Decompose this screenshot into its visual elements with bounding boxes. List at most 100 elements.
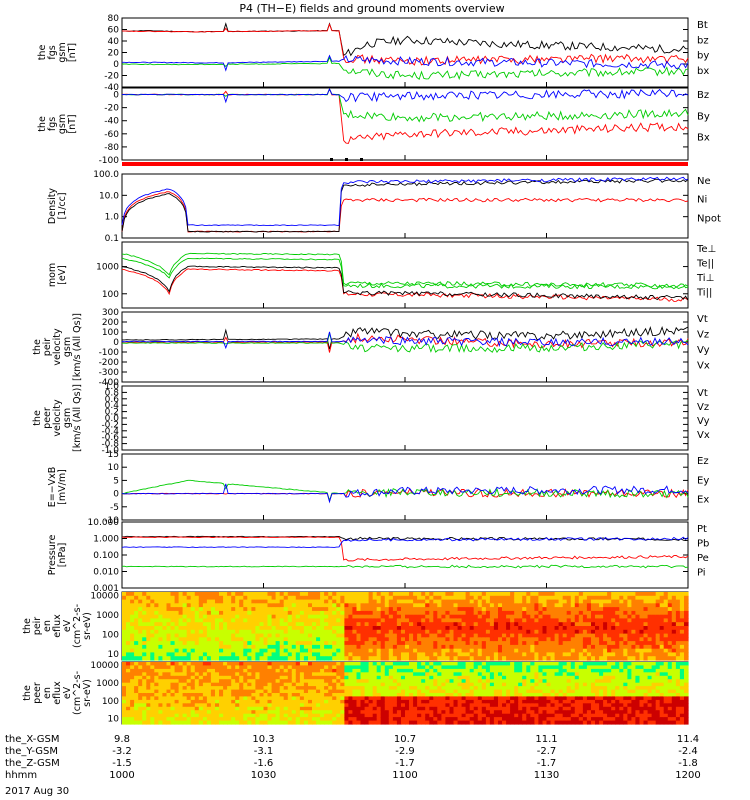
spectro-cell	[126, 662, 131, 666]
spectro-cell	[174, 656, 180, 661]
spectro-cell	[485, 717, 491, 722]
spectro-cell	[303, 648, 309, 654]
spectro-cell	[433, 675, 438, 680]
spectro-cell	[574, 693, 580, 697]
spectro-cell	[344, 644, 349, 650]
spectro-cell	[154, 706, 159, 711]
spectro-cell	[566, 720, 572, 725]
spectro-cell	[631, 614, 636, 620]
spectro-cell	[198, 686, 204, 691]
spectro-cell	[239, 644, 244, 650]
spectro-cell	[235, 637, 240, 642]
spectro-cell	[162, 618, 167, 623]
spectro-cell	[542, 682, 548, 687]
spectro-cell	[324, 622, 329, 627]
spectro-cell	[401, 699, 406, 704]
spectro-cell	[425, 713, 430, 718]
spectro-cell	[506, 696, 511, 701]
spectro-cell	[502, 682, 507, 687]
spectro-cell	[364, 686, 370, 691]
spectro-cell	[429, 637, 434, 642]
spectro-cell	[231, 656, 236, 661]
spectro-cell	[635, 603, 640, 608]
spectro-cell	[287, 622, 293, 627]
spectro-cell	[215, 641, 220, 646]
spectro-cell	[457, 618, 463, 623]
spectro-cell	[126, 668, 131, 673]
spectro-cell	[461, 652, 467, 657]
spectro-cell	[182, 637, 188, 642]
spectro-cell	[376, 696, 382, 701]
spectro-cell	[595, 610, 600, 616]
spectro-cell	[142, 686, 147, 691]
spectro-cell	[364, 648, 370, 654]
spectro-cell	[562, 679, 568, 684]
spectro-cell	[566, 633, 572, 638]
spectro-cell	[227, 682, 232, 687]
spectro-cell	[194, 706, 200, 711]
spectro-cell	[441, 610, 446, 616]
spectro-cell	[275, 656, 281, 661]
spectro-cell	[493, 710, 499, 715]
spectro-cell	[134, 682, 139, 687]
spectro-cell	[190, 696, 196, 701]
spectro-cell	[150, 662, 155, 666]
spectro-cell	[461, 668, 467, 673]
spectro-cell	[489, 633, 495, 638]
spectro-cell	[299, 614, 305, 620]
spectro-cell	[130, 603, 135, 608]
spectro-cell	[122, 618, 127, 623]
spectro-cell	[433, 706, 438, 711]
spectro-cell	[170, 693, 176, 697]
spectro-cell	[595, 629, 600, 635]
spectro-cell	[186, 679, 192, 684]
spectro-cell	[126, 679, 131, 684]
spectro-cell	[578, 592, 584, 597]
spectro-cell	[190, 672, 196, 677]
spectro-cell	[150, 679, 155, 684]
spectro-cell	[263, 710, 269, 715]
spectro-cell	[578, 614, 584, 620]
spectro-cell	[413, 693, 418, 697]
spectro-cell	[498, 672, 503, 677]
spectro-cell	[534, 652, 539, 657]
spectro-cell	[603, 618, 608, 623]
spectro-cell	[453, 603, 459, 608]
spectro-cell	[506, 703, 511, 708]
spectro-cell	[324, 614, 329, 620]
spectro-cell	[283, 610, 289, 616]
spectrogram-peer-spec	[122, 662, 689, 725]
spectro-cell	[251, 703, 256, 708]
spectro-cell	[368, 626, 374, 631]
spectro-cell	[558, 717, 564, 722]
spectro-cell	[441, 607, 446, 612]
spectro-cell	[263, 607, 269, 612]
spectro-cell	[336, 618, 341, 623]
spectro-cell	[235, 618, 240, 623]
spectro-cell	[510, 713, 515, 718]
spectro-cell	[433, 696, 438, 701]
spectro-cell	[356, 648, 362, 654]
spectro-cell	[421, 592, 426, 597]
spectro-cell	[510, 626, 515, 631]
spectro-cell	[287, 717, 293, 722]
spectro-cell	[667, 603, 673, 608]
spectro-cell	[360, 607, 366, 612]
spectro-cell	[243, 626, 248, 631]
spectro-cell	[275, 689, 281, 694]
spectro-cell	[603, 629, 608, 635]
spectro-cell	[259, 672, 265, 677]
spectro-cell	[194, 637, 200, 642]
spectro-cell	[380, 693, 386, 697]
spectro-cell	[223, 713, 228, 718]
spectro-cell	[591, 648, 596, 654]
spectro-cell	[477, 648, 483, 654]
spectro-cell	[453, 672, 459, 677]
spectro-cell	[308, 622, 313, 627]
spectro-cell	[336, 713, 341, 718]
spectro-cell	[320, 668, 325, 673]
spectro-cell	[312, 706, 317, 711]
spectro-cell	[271, 675, 277, 680]
spectro-cell	[409, 662, 414, 666]
spectro-cell	[194, 648, 200, 654]
